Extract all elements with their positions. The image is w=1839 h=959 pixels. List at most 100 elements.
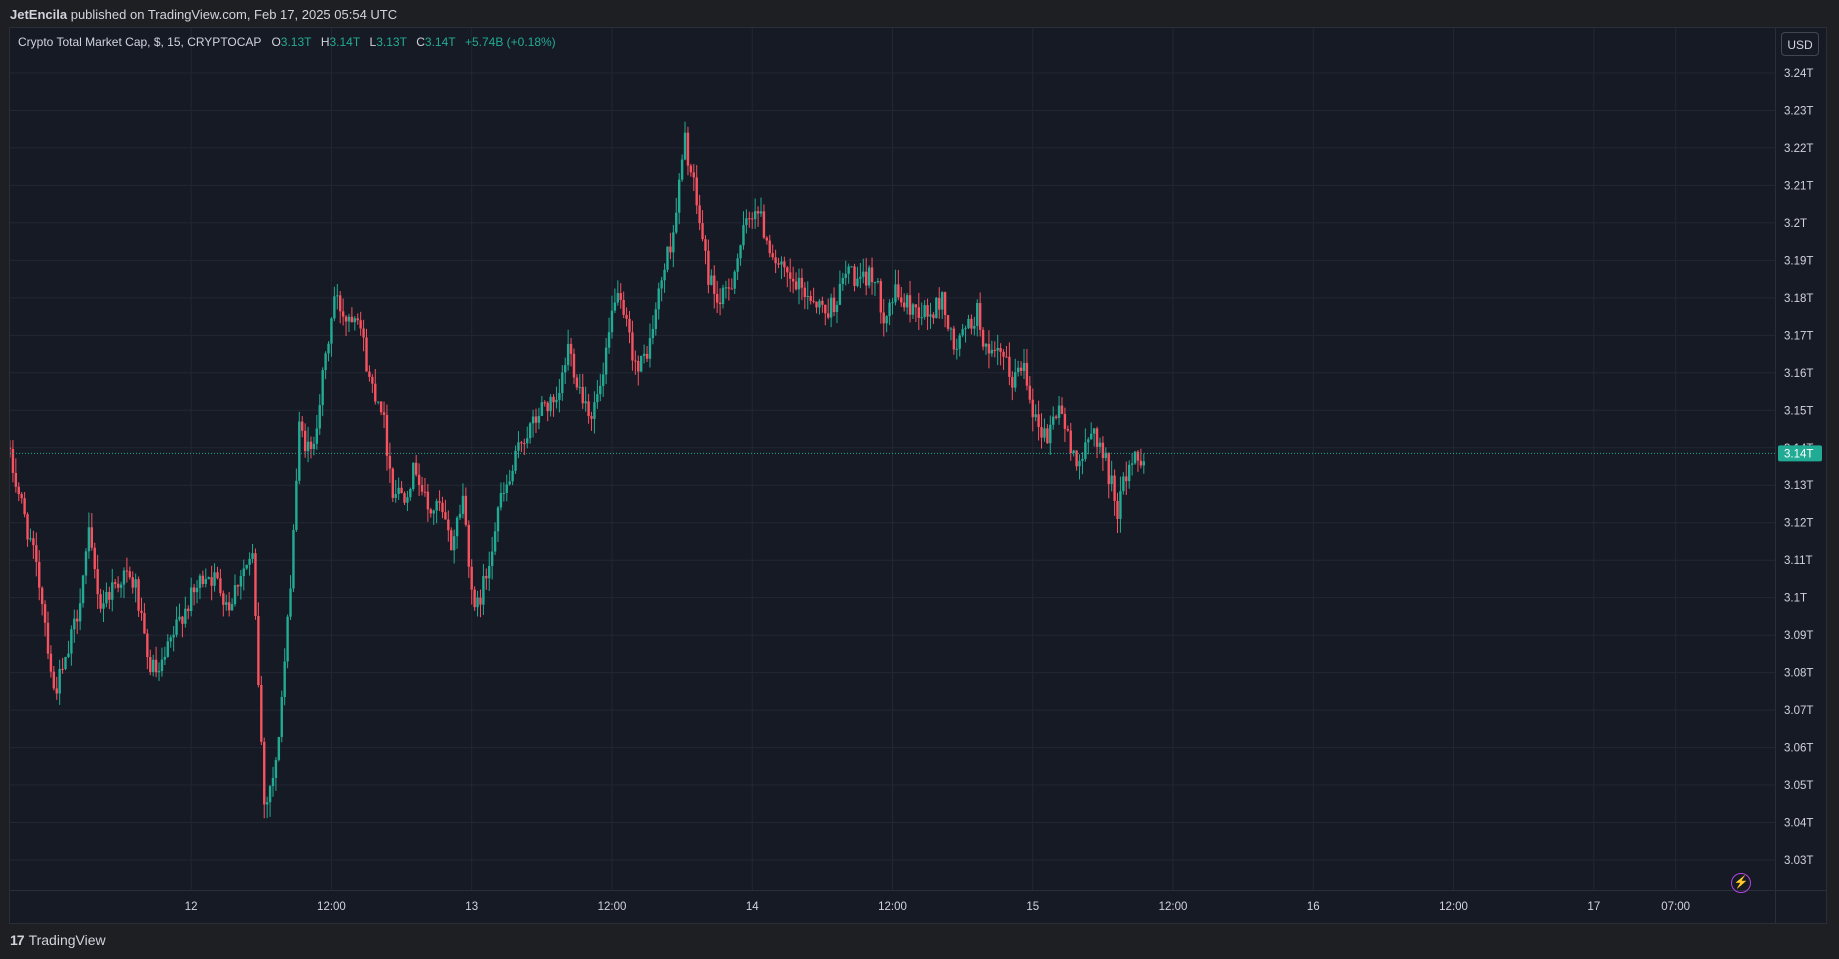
- candle-body: [569, 343, 573, 354]
- candle-body: [596, 394, 599, 403]
- candle-body: [645, 353, 649, 359]
- candle-body: [476, 597, 479, 608]
- candle-body: [303, 430, 307, 452]
- y-tick-label: 3.05T: [1784, 780, 1813, 792]
- candle-body: [1116, 500, 1119, 519]
- candle-body: [140, 610, 143, 613]
- y-tick-label: 3.19T: [1784, 255, 1813, 267]
- candle-body: [1095, 428, 1099, 447]
- currency-button[interactable]: USD: [1781, 32, 1819, 56]
- candle-body: [856, 278, 859, 286]
- candle-body: [602, 374, 605, 386]
- y-tick-label: 3.06T: [1784, 743, 1813, 755]
- candle-body: [683, 132, 687, 160]
- chart-pane[interactable]: 3.03T 3.04T 3.05T 3.06T 3.07T 3.08T 3.09T 3.1T 3…: [9, 27, 1827, 924]
- candle-body: [669, 246, 672, 253]
- candle-body: [660, 280, 663, 289]
- candle-body: [406, 497, 409, 503]
- candle-body: [403, 493, 406, 503]
- close-value: 3.14T: [424, 35, 456, 49]
- candle-body: [365, 337, 368, 372]
- candle-body: [1011, 376, 1014, 388]
- candle-body: [704, 239, 707, 251]
- y-tick-label: 3.22T: [1784, 143, 1813, 155]
- symbol-legend: Crypto Total Market Cap, $, 15, CRYPTOCA…: [18, 35, 562, 49]
- candle-body: [464, 495, 468, 525]
- tradingview-brand[interactable]: 17 TradingView: [10, 932, 106, 948]
- candle-body: [189, 587, 193, 612]
- candle-body: [32, 538, 35, 546]
- candle-body: [222, 593, 225, 605]
- low-value: 3.13T: [376, 35, 407, 49]
- candle-body: [511, 470, 514, 482]
- candle-body: [631, 332, 634, 361]
- candle-body: [701, 223, 704, 240]
- candle-body: [561, 372, 564, 394]
- candle-body: [812, 300, 815, 302]
- candlestick-chart[interactable]: 3.03T 3.04T 3.05T 3.06T 3.07T 3.08T 3.09T 3.1T 3…: [10, 28, 1826, 923]
- candle-body: [490, 551, 494, 566]
- open-label: O: [271, 35, 281, 49]
- candle-body: [917, 307, 920, 318]
- candle-body: [239, 576, 243, 587]
- candle-body: [751, 218, 754, 220]
- candle-body: [993, 349, 996, 351]
- candle-body: [520, 442, 523, 444]
- x-tick-label: 07:00: [1661, 901, 1690, 913]
- candle-body: [940, 292, 944, 310]
- candle-body: [143, 612, 146, 634]
- candle-body: [58, 668, 61, 694]
- candle-body: [46, 622, 50, 654]
- candle-body: [128, 571, 132, 578]
- candle-body: [970, 318, 973, 329]
- candle-body: [116, 583, 120, 588]
- candle-body: [1043, 428, 1046, 438]
- candle-body: [905, 295, 909, 308]
- candle-body: [914, 304, 918, 308]
- candle-body: [558, 393, 561, 400]
- candle-body: [1040, 426, 1043, 438]
- candle-body: [800, 277, 804, 288]
- candle-body: [946, 315, 950, 329]
- candle-body: [648, 338, 652, 359]
- candle-body: [774, 257, 777, 264]
- candle-body: [873, 282, 877, 284]
- candle-body: [242, 568, 245, 577]
- candle-body: [967, 318, 970, 329]
- candle-body: [1019, 367, 1023, 371]
- candle-body: [1142, 461, 1146, 466]
- candle-body: [295, 480, 298, 530]
- candle-body: [1025, 362, 1029, 386]
- candle-body: [493, 531, 497, 552]
- candle-body: [981, 329, 985, 347]
- candle-body: [81, 575, 85, 604]
- candle-body: [619, 293, 622, 300]
- candle-body: [566, 343, 570, 366]
- y-tick-label: 3.17T: [1784, 330, 1813, 342]
- candle-body: [289, 588, 292, 617]
- candle-body: [225, 602, 228, 605]
- candle-body: [318, 405, 321, 429]
- candle-body: [207, 577, 210, 580]
- candle-body: [841, 277, 845, 284]
- candle-body: [184, 608, 187, 624]
- candle-body: [286, 616, 289, 662]
- candle-body: [277, 736, 281, 760]
- candle-body: [546, 402, 549, 412]
- candle-body: [677, 179, 681, 213]
- candle-body: [587, 401, 590, 417]
- candle-body: [920, 317, 923, 319]
- candle-body: [780, 261, 783, 265]
- candle-body: [976, 302, 979, 326]
- publisher-name: JetEncila: [10, 7, 68, 22]
- candle-body: [154, 659, 158, 673]
- lightning-icon[interactable]: ⚡: [1731, 873, 1751, 893]
- candle-body: [675, 212, 678, 233]
- tradingview-wordmark: TradingView: [28, 932, 106, 948]
- candle-body: [932, 314, 935, 319]
- candle-body: [859, 276, 862, 279]
- candle-body: [555, 399, 558, 403]
- candle-body: [125, 570, 129, 572]
- high-label: H: [320, 35, 330, 49]
- candle-body: [1075, 450, 1078, 467]
